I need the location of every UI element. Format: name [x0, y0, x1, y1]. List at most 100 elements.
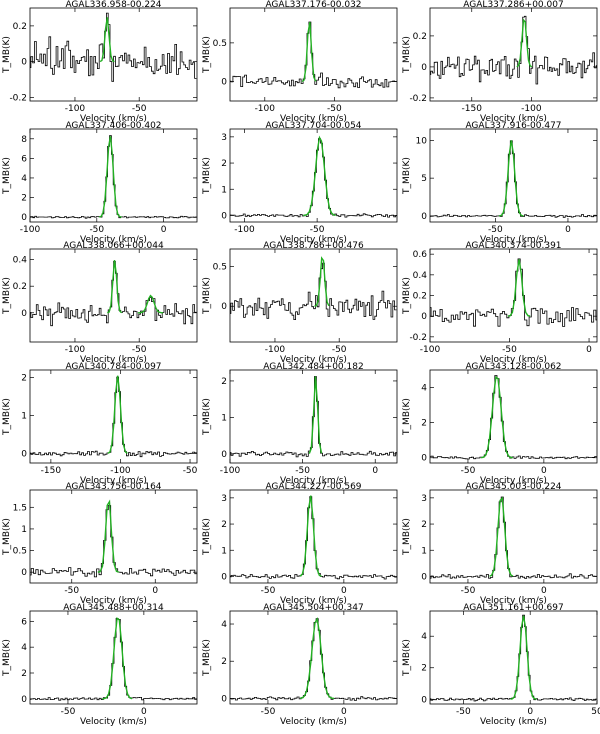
- y-tick-label: 1: [221, 413, 227, 423]
- x-tick-label: -50: [488, 225, 503, 235]
- panel-title: AGAL351.161+00.697: [463, 603, 563, 613]
- y-tick-label: 3: [421, 494, 427, 504]
- y-tick-label: 2: [421, 664, 427, 674]
- spectrum-panel: AGAL342.484+00.182 -100 -50 0 0 1 2 Velocity (k…: [202, 362, 398, 486]
- panel-frame: [229, 248, 398, 343]
- spectrum-panel: AGAL344.227-00.569 -50 0 0 1 2 3 Velocity (km/s…: [202, 482, 398, 606]
- x-axis-label: Velocity (km/s): [480, 235, 547, 245]
- x-tick-label: 0: [541, 466, 547, 476]
- x-tick-label: -50: [327, 104, 342, 114]
- x-tick-label: -100: [255, 104, 276, 114]
- spectrum-line: [30, 618, 197, 701]
- spectrum-panel: AGAL351.161+00.697 -50 0 50 0 2 4 Velocity (km/…: [402, 603, 600, 727]
- panel-frame: [29, 489, 198, 584]
- y-axis-label: T_MB(K): [402, 518, 412, 556]
- y-tick-label: 3: [221, 494, 227, 504]
- panel-title: AGAL343.128-00.062: [465, 362, 561, 372]
- y-tick-label: 0: [21, 58, 27, 68]
- spectrum-line: [30, 261, 197, 327]
- spectrum-panel: AGAL337.406-00.402 -100 -50 0 0 2 4 6 8 Velocity …: [2, 121, 198, 245]
- panel-frame: [229, 128, 398, 223]
- y-tick-label: 2: [21, 194, 27, 204]
- y-tick-label: 0.2: [413, 32, 427, 42]
- panel-title: AGAL345.504+00.347: [263, 603, 363, 613]
- panel-title: AGAL337.704-00.054: [265, 121, 361, 131]
- x-tick-label: -100: [521, 104, 542, 114]
- x-tick-label: -50: [332, 345, 347, 355]
- y-axis-label: T_MB(K): [202, 277, 212, 315]
- y-axis-label: T_MB(K): [2, 639, 12, 677]
- y-tick-label: 1: [21, 525, 27, 535]
- y-tick-label: 0.5: [213, 262, 227, 272]
- y-tick-label: 4: [21, 643, 27, 653]
- fit-line: [98, 136, 122, 218]
- panel-title: AGAL337.176-00.032: [265, 0, 361, 10]
- y-tick-label: 2: [421, 419, 427, 429]
- panel-title: AGAL345.488+00.314: [63, 603, 164, 613]
- fit-line: [102, 616, 133, 700]
- y-axis-label: T_MB(K): [402, 398, 412, 436]
- panel-title: AGAL340.374-00.391: [465, 241, 561, 251]
- y-tick-label: 0.4: [413, 271, 428, 281]
- spectrum-line: [430, 258, 597, 327]
- x-axis-label: Velocity (km/s): [280, 355, 347, 365]
- panel-title: AGAL336.958-00.224: [65, 0, 161, 10]
- spectrum-line: [430, 614, 597, 702]
- x-tick-label: -100: [220, 466, 241, 476]
- x-tick-label: 0: [141, 707, 147, 717]
- x-tick-label: -100: [65, 104, 86, 114]
- y-tick-label: 0.5: [13, 547, 27, 557]
- x-tick-label: -50: [183, 466, 198, 476]
- y-axis-label: T_MB(K): [402, 277, 412, 315]
- y-tick-label: 1: [421, 546, 427, 556]
- spectrum-panel: AGAL338.786+00.476 -100 -50 0 0.5 Velocity (k…: [202, 241, 398, 365]
- y-tick-label: 10: [416, 136, 428, 146]
- y-tick-label: 0.6: [413, 250, 428, 260]
- panel-title: AGAL337.286+00.007: [463, 0, 563, 10]
- spectrum-panel: AGAL343.128-00.062 -50 0 0 2 4 Velocity (km/s)…: [402, 362, 598, 486]
- panel-title: AGAL338.786+00.476: [263, 241, 364, 251]
- y-tick-label: 4: [421, 632, 427, 642]
- y-tick-label: 0: [21, 309, 27, 319]
- x-axis-label: Velocity (km/s): [280, 476, 347, 486]
- spectrum-panel: AGAL337.704-00.054 -100 -50 0 1 2 3 Velocity (k…: [202, 121, 398, 245]
- x-tick-label: 0: [161, 225, 167, 235]
- fit-line: [308, 376, 323, 454]
- fit-line: [303, 135, 336, 217]
- panel-title: AGAL342.484+00.182: [263, 362, 363, 372]
- y-tick-label: 2: [221, 159, 227, 169]
- y-tick-label: 6: [21, 154, 27, 164]
- y-tick-label: 0: [21, 695, 27, 705]
- y-axis-label: T_MB(K): [2, 157, 12, 195]
- x-axis-label: Velocity (km/s): [480, 717, 547, 727]
- spectrum-line: [30, 505, 197, 578]
- y-tick-label: 2: [21, 669, 27, 679]
- y-tick-label: 5: [421, 174, 427, 184]
- spectrum-panel: AGAL345.504+00.347 -50 0 0 2 4 Velocity (km/s)…: [202, 603, 398, 727]
- x-tick-label: -100: [420, 345, 441, 355]
- y-axis-label: T_MB(K): [402, 639, 412, 677]
- y-axis-label: T_MB(K): [2, 36, 12, 74]
- spectrum-line: [230, 376, 397, 458]
- fit-line: [107, 260, 164, 314]
- y-tick-label: 0.2: [13, 22, 27, 32]
- fit-line: [99, 17, 115, 63]
- y-tick-label: 0: [21, 450, 27, 460]
- y-axis-label: T_MB(K): [202, 639, 212, 677]
- y-tick-label: 0.4: [13, 256, 28, 266]
- spectrum-panel: AGAL337.916-00.477 -50 0 0 5 10 Velocity (km/s…: [402, 121, 598, 245]
- y-tick-label: 1: [221, 546, 227, 556]
- x-tick-label: 0: [565, 225, 571, 235]
- x-axis-label: Velocity (km/s): [80, 717, 147, 727]
- y-tick-label: 2: [21, 374, 27, 384]
- x-tick-label: -100: [265, 345, 286, 355]
- y-axis-label: T_MB(K): [202, 398, 212, 436]
- panel-title: AGAL345.003-00.224: [465, 482, 561, 492]
- spectrum-line: [230, 262, 397, 320]
- spectrum-panel: AGAL340.784-00.097 -150 -100 -50 0 1 2 Velocity…: [2, 362, 198, 486]
- y-tick-label: 0: [421, 312, 427, 322]
- x-tick-label: 0: [527, 707, 533, 717]
- y-tick-label: -0.2: [409, 333, 427, 343]
- x-axis-label: Velocity (km/s): [480, 476, 547, 486]
- panel-title: AGAL343.756-00.164: [65, 482, 161, 492]
